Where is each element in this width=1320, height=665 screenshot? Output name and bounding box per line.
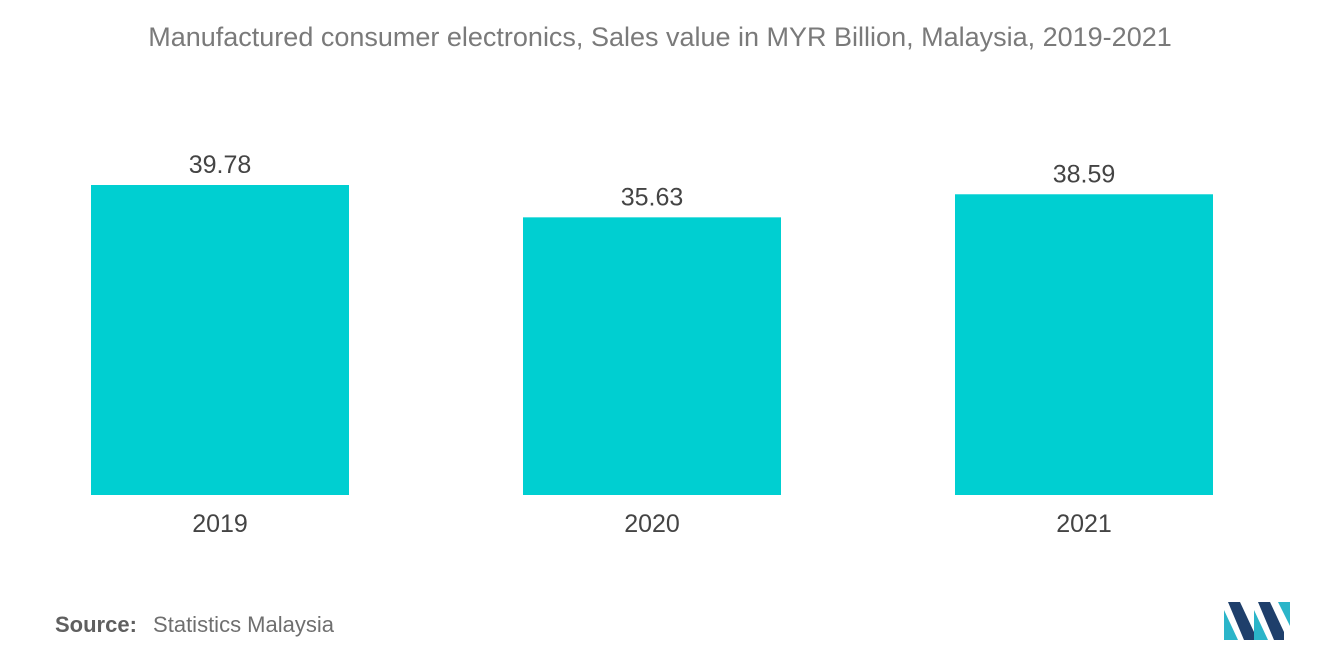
x-tick-label-2020: 2020 [624, 510, 680, 538]
bar-chart: 39.78 35.63 38.59 2019 2020 2021 [91, 151, 1213, 538]
x-axis-tick-labels: 2019 2020 2021 [192, 510, 1112, 538]
value-label-2021: 38.59 [1053, 160, 1116, 188]
source-note: Source: Statistics Malaysia [55, 612, 334, 638]
value-label-2020: 35.63 [621, 183, 684, 211]
source-label: Source: [55, 612, 137, 637]
x-tick-label-2019: 2019 [192, 510, 248, 538]
bar-2020 [523, 217, 781, 495]
mordor-logo-icon [1224, 602, 1290, 640]
x-tick-label-2021: 2021 [1056, 510, 1112, 538]
source-text: Statistics Malaysia [153, 612, 334, 637]
chart-title: Manufactured consumer electronics, Sales… [148, 22, 1172, 52]
bars-group [91, 185, 1213, 495]
value-label-2019: 39.78 [189, 151, 252, 179]
bar-2019 [91, 185, 349, 495]
bar-2021 [955, 194, 1213, 495]
value-labels-group: 39.78 35.63 38.59 [189, 151, 1116, 211]
